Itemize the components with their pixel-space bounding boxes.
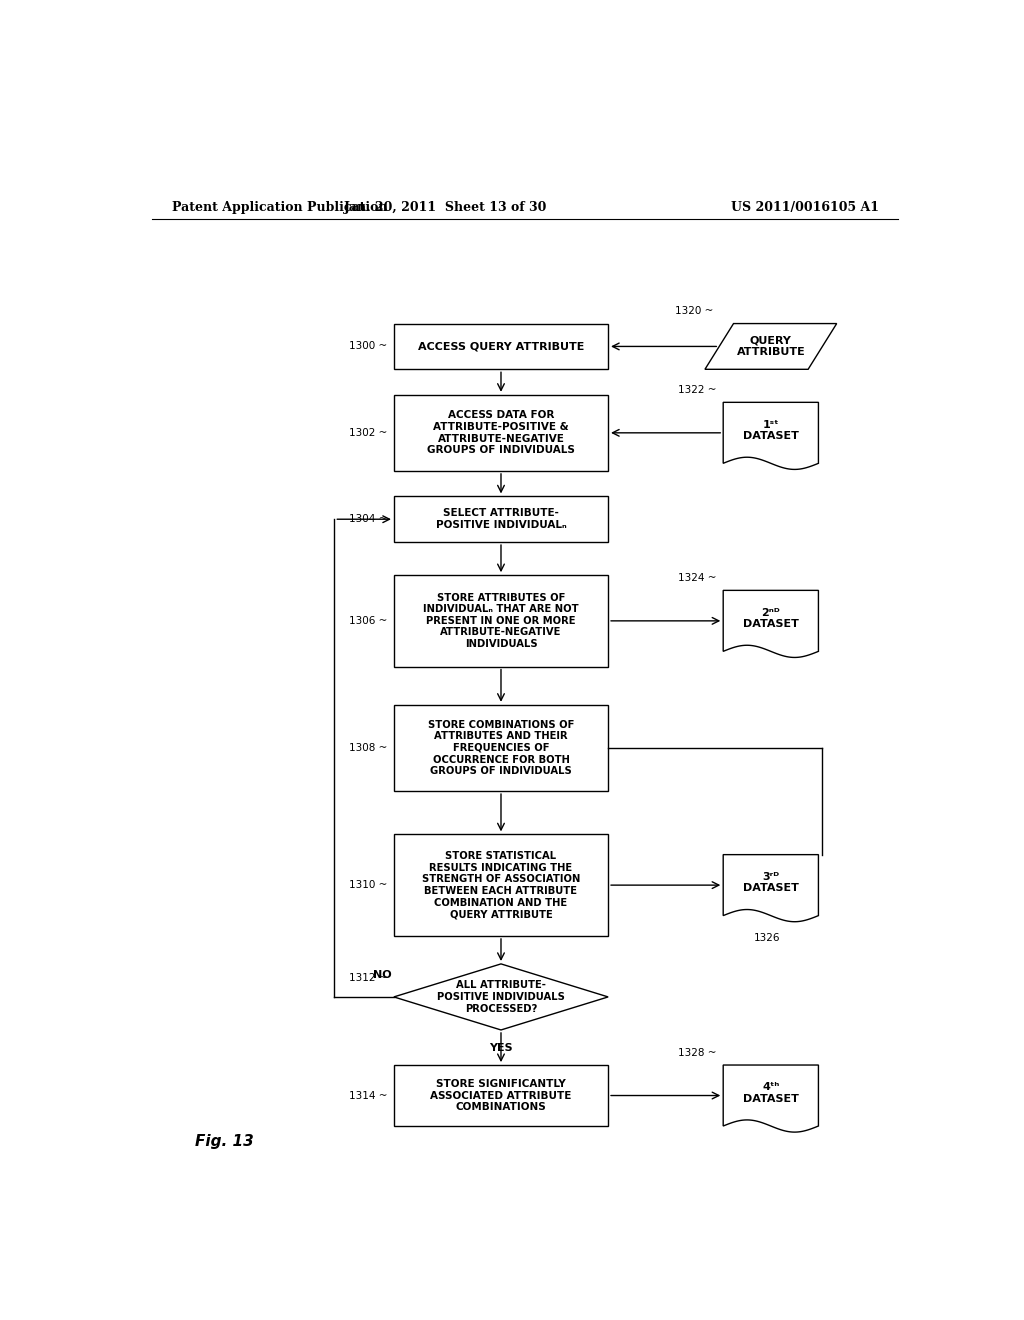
Text: 4ᵗʰ
DATASET: 4ᵗʰ DATASET xyxy=(742,1082,799,1104)
Text: 1300 ~: 1300 ~ xyxy=(349,342,387,351)
FancyBboxPatch shape xyxy=(394,395,608,471)
Text: STORE COMBINATIONS OF
ATTRIBUTES AND THEIR
FREQUENCIES OF
OCCURRENCE FOR BOTH
GR: STORE COMBINATIONS OF ATTRIBUTES AND THE… xyxy=(428,719,574,776)
Text: 2ⁿᴰ
DATASET: 2ⁿᴰ DATASET xyxy=(742,607,799,630)
Text: STORE ATTRIBUTES OF
INDIVIDUALₙ THAT ARE NOT
PRESENT IN ONE OR MORE
ATTRIBUTE-NE: STORE ATTRIBUTES OF INDIVIDUALₙ THAT ARE… xyxy=(423,593,579,649)
FancyBboxPatch shape xyxy=(394,576,608,667)
Polygon shape xyxy=(394,964,608,1030)
Text: 1308 ~: 1308 ~ xyxy=(349,743,387,752)
Text: 1310 ~: 1310 ~ xyxy=(349,880,387,890)
Text: US 2011/0016105 A1: US 2011/0016105 A1 xyxy=(731,201,880,214)
Text: 1328 ~: 1328 ~ xyxy=(678,1048,717,1057)
Text: Jan. 20, 2011  Sheet 13 of 30: Jan. 20, 2011 Sheet 13 of 30 xyxy=(344,201,547,214)
Text: 1322 ~: 1322 ~ xyxy=(678,385,717,395)
FancyBboxPatch shape xyxy=(394,323,608,370)
Text: 1304 ~: 1304 ~ xyxy=(349,515,387,524)
Text: ALL ATTRIBUTE-
POSITIVE INDIVIDUALS
PROCESSED?: ALL ATTRIBUTE- POSITIVE INDIVIDUALS PROC… xyxy=(437,981,565,1014)
Text: 1312 ~: 1312 ~ xyxy=(349,973,387,983)
Text: 1302 ~: 1302 ~ xyxy=(349,428,387,438)
FancyBboxPatch shape xyxy=(394,834,608,936)
Text: ACCESS QUERY ATTRIBUTE: ACCESS QUERY ATTRIBUTE xyxy=(418,342,584,351)
FancyBboxPatch shape xyxy=(394,705,608,791)
Text: Patent Application Publication: Patent Application Publication xyxy=(172,201,387,214)
Text: SELECT ATTRIBUTE-
POSITIVE INDIVIDUALₙ: SELECT ATTRIBUTE- POSITIVE INDIVIDUALₙ xyxy=(435,508,566,531)
Text: ACCESS DATA FOR
ATTRIBUTE-POSITIVE &
ATTRIBUTE-NEGATIVE
GROUPS OF INDIVIDUALS: ACCESS DATA FOR ATTRIBUTE-POSITIVE & ATT… xyxy=(427,411,574,455)
Text: Fig. 13: Fig. 13 xyxy=(196,1134,254,1148)
Polygon shape xyxy=(705,323,837,370)
Text: 1306 ~: 1306 ~ xyxy=(349,616,387,626)
Text: 1324 ~: 1324 ~ xyxy=(678,573,717,583)
Text: 1326: 1326 xyxy=(754,933,780,942)
Text: 1ˢᵗ
DATASET: 1ˢᵗ DATASET xyxy=(742,420,799,441)
Text: STORE STATISTICAL
RESULTS INDICATING THE
STRENGTH OF ASSOCIATION
BETWEEN EACH AT: STORE STATISTICAL RESULTS INDICATING THE… xyxy=(422,851,581,919)
Text: NO: NO xyxy=(373,970,391,979)
PathPatch shape xyxy=(723,1065,818,1133)
Text: STORE SIGNIFICANTLY
ASSOCIATED ATTRIBUTE
COMBINATIONS: STORE SIGNIFICANTLY ASSOCIATED ATTRIBUTE… xyxy=(430,1078,571,1113)
Text: QUERY
ATTRIBUTE: QUERY ATTRIBUTE xyxy=(736,335,805,358)
Text: YES: YES xyxy=(489,1043,513,1053)
FancyBboxPatch shape xyxy=(394,1065,608,1126)
Text: 1320 ~: 1320 ~ xyxy=(675,306,713,317)
PathPatch shape xyxy=(723,590,818,657)
FancyBboxPatch shape xyxy=(394,496,608,543)
PathPatch shape xyxy=(723,403,818,470)
Text: 3ʳᴰ
DATASET: 3ʳᴰ DATASET xyxy=(742,873,799,894)
PathPatch shape xyxy=(723,854,818,921)
Text: 1314 ~: 1314 ~ xyxy=(349,1090,387,1101)
